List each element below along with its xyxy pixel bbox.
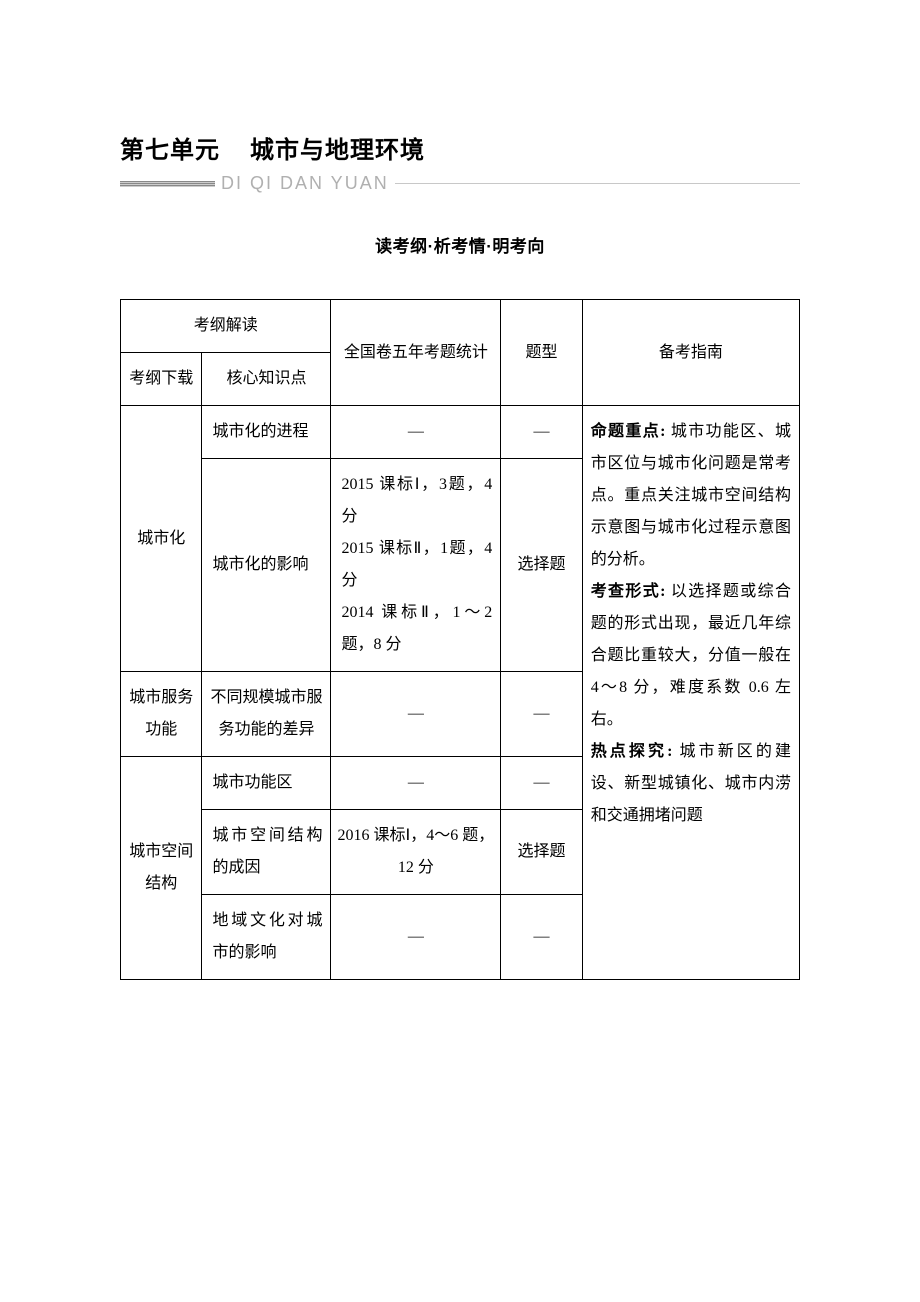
hdr-guide: 备考指南 (582, 300, 799, 406)
cell-stat: — (331, 895, 501, 980)
unit-subline: DI QI DAN YUAN (120, 173, 800, 194)
guide-focus-text: 城市功能区、城市区位与城市化问题是常考点。重点关注城市空间结构示意图与城市化过程… (591, 423, 791, 568)
unit-title: 城市与地理环境 (250, 137, 425, 164)
guide-form-text: 以选择题或综合题的形式出现，最近几年综合题比重较大，分值一般在 4～8 分，难度… (591, 583, 791, 728)
hdr-qtype: 题型 (501, 300, 582, 406)
decor-bar (120, 181, 215, 187)
cell-type: — (501, 757, 582, 810)
hdr-core: 核心知识点 (202, 353, 331, 406)
cell-point: 城市功能区 (202, 757, 331, 810)
unit-label: 第七单元 (120, 137, 220, 164)
cell-type: — (501, 895, 582, 980)
cell-point: 城市空间结构的成因 (202, 810, 331, 895)
unit-pinyin: DI QI DAN YUAN (221, 173, 389, 194)
section-subtitle: 读考纲·析考情·明考向 (120, 232, 800, 257)
cell-stat: 2016 课标Ⅰ，4～6 题，12 分 (331, 810, 501, 895)
guide-form-label: 考查形式: (591, 583, 666, 600)
cell-guide: 命题重点: 城市功能区、城市区位与城市化问题是常考点。重点关注城市空间结构示意图… (582, 406, 799, 980)
decor-line (395, 183, 800, 184)
cell-point: 不同规模城市服务功能的差异 (202, 672, 331, 757)
table-row: 城市化 城市化的进程 — — 命题重点: 城市功能区、城市区位与城市化问题是常考… (121, 406, 800, 459)
cell-stat: 2015 课标Ⅰ，3题，4 分 2015 课标Ⅱ，1题，4 分 2014 课标Ⅱ… (331, 459, 501, 672)
cell-point: 城市化的进程 (202, 406, 331, 459)
guide-focus-label: 命题重点: (591, 423, 666, 440)
cell-point: 地域文化对城市的影响 (202, 895, 331, 980)
guide-hot-label: 热点探究: (591, 743, 673, 760)
cell-stat: — (331, 672, 501, 757)
cell-point: 城市化的影响 (202, 459, 331, 672)
cell-section-1: 城市化 (121, 406, 202, 672)
cell-type: — (501, 406, 582, 459)
cell-stat: — (331, 757, 501, 810)
unit-header: 第七单元 城市与地理环境 (120, 130, 800, 165)
cell-stat: — (331, 406, 501, 459)
hdr-outline-group: 考纲解读 (121, 300, 331, 353)
exam-table: 考纲解读 全国卷五年考题统计 题型 备考指南 考纲下载 核心知识点 城市化 城市… (120, 299, 800, 980)
cell-type: 选择题 (501, 810, 582, 895)
cell-type: 选择题 (501, 459, 582, 672)
cell-section-3: 城市空间结构 (121, 757, 202, 980)
cell-type: — (501, 672, 582, 757)
table-header-row: 考纲解读 全国卷五年考题统计 题型 备考指南 (121, 300, 800, 353)
hdr-five-year: 全国卷五年考题统计 (331, 300, 501, 406)
cell-section-2: 城市服务功能 (121, 672, 202, 757)
hdr-download: 考纲下载 (121, 353, 202, 406)
